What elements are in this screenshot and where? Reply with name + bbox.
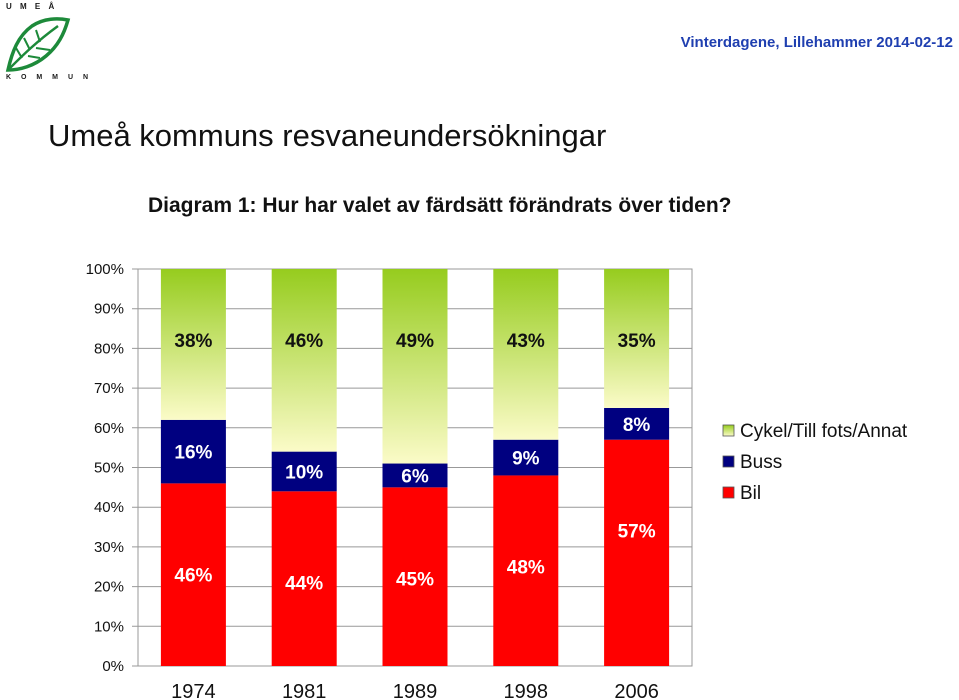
- legend-entry: Cykel/Till fots/Annat: [740, 421, 908, 442]
- data-label: 46%: [285, 331, 323, 352]
- bar-segment: [271, 451, 337, 492]
- bar-segment: [160, 269, 226, 420]
- data-label: 16%: [174, 443, 212, 464]
- data-label: 6%: [401, 466, 429, 487]
- bar-segment: [493, 269, 559, 440]
- bar-segment: [382, 487, 448, 666]
- x-tick-label: 1998: [504, 681, 549, 700]
- bar-segment: [604, 439, 670, 666]
- event-header: Vinterdagene, Lillehammer 2014-02-12: [680, 34, 953, 51]
- bar-segment: [493, 439, 559, 476]
- legend-entry: Buss: [740, 452, 782, 473]
- y-tick-label: 80%: [94, 340, 124, 357]
- y-tick-label: 20%: [94, 579, 124, 596]
- legend-swatch: [722, 486, 735, 499]
- bar-segment: [604, 407, 670, 440]
- bar-segment: [493, 475, 559, 666]
- y-tick-label: 100%: [86, 261, 124, 278]
- y-tick-label: 50%: [94, 460, 124, 477]
- y-tick-label: 90%: [94, 301, 124, 318]
- data-label: 43%: [507, 331, 545, 352]
- data-label: 8%: [623, 415, 651, 436]
- data-label: 48%: [507, 557, 545, 578]
- x-tick-label: 2006: [614, 681, 659, 700]
- y-tick-label: 60%: [94, 420, 124, 437]
- bar-segment: [160, 483, 226, 666]
- data-label: 38%: [174, 331, 212, 352]
- y-tick-label: 0%: [102, 658, 124, 675]
- bar-segment: [382, 269, 448, 464]
- y-tick-label: 10%: [94, 618, 124, 635]
- legend-swatch: [722, 424, 735, 437]
- data-label: 57%: [618, 522, 656, 543]
- bar-segment: [271, 491, 337, 666]
- bar-segment: [271, 269, 337, 452]
- y-tick-label: 40%: [94, 499, 124, 516]
- data-label: 10%: [285, 462, 323, 483]
- bar-segment: [160, 419, 226, 484]
- data-label: 49%: [396, 331, 434, 352]
- data-label: 45%: [396, 569, 434, 590]
- bar-segment: [382, 463, 448, 488]
- data-label: 46%: [174, 565, 212, 586]
- legend-entry: Bil: [740, 483, 761, 504]
- x-tick-label: 1974: [171, 681, 216, 700]
- y-tick-label: 70%: [94, 380, 124, 397]
- umea-kommun-logo: U M E Å K O M M U N: [2, 0, 92, 86]
- data-label: 9%: [512, 449, 540, 470]
- logo-bottom-text: K O M M U N: [6, 74, 92, 81]
- x-tick-label: 1981: [282, 681, 327, 700]
- legend-swatch: [722, 455, 735, 468]
- y-tick-label: 30%: [94, 539, 124, 556]
- page-title: Umeå kommuns resvaneundersökningar: [48, 118, 607, 153]
- logo-top-text: U M E Å: [6, 2, 58, 11]
- data-label: 35%: [618, 331, 656, 352]
- data-label: 44%: [285, 573, 323, 594]
- birch-leaf-icon: [5, 17, 71, 72]
- x-tick-label: 1989: [393, 681, 438, 700]
- chart-title: Diagram 1: Hur har valet av färdsätt för…: [148, 194, 732, 217]
- bar-segment: [604, 269, 670, 408]
